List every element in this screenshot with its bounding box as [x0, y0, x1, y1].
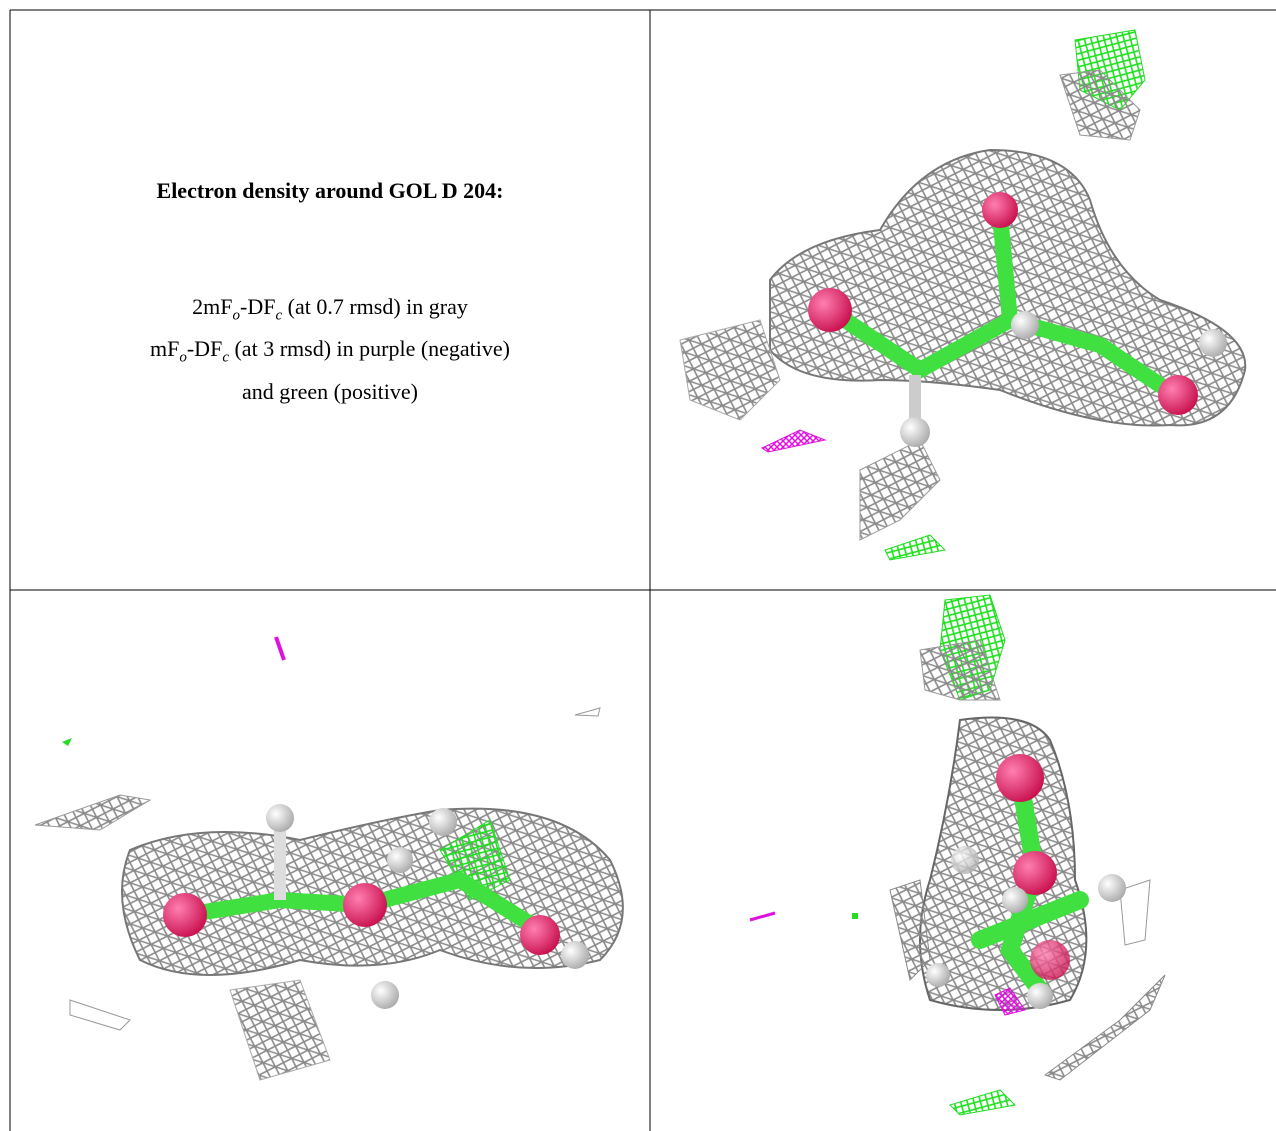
- caption-text: (at 0.7 rmsd) in gray: [282, 294, 468, 319]
- density-view-2: [35, 637, 623, 1080]
- caption-text: and green (positive): [242, 379, 418, 404]
- caption-line: 2mFo-DFc (at 0.7 rmsd) in gray: [10, 290, 650, 332]
- caption-line: mFo-DFc (at 3 rmsd) in purple (negative): [10, 332, 650, 374]
- density-view-3: [750, 595, 1165, 1115]
- subscript: o: [233, 307, 241, 323]
- caption-text: -DF: [187, 336, 222, 361]
- caption: Electron density around GOL D 204: 2mFo-…: [10, 10, 650, 590]
- caption-line: and green (positive): [10, 375, 650, 408]
- subscript: c: [222, 350, 229, 366]
- caption-text: (at 3 rmsd) in purple (negative): [229, 336, 510, 361]
- page: Electron density around GOL D 204: 2mFo-…: [0, 0, 1276, 1131]
- caption-title: Electron density around GOL D 204:: [10, 178, 650, 204]
- caption-text: mF: [150, 336, 179, 361]
- caption-text: 2mF: [192, 294, 232, 319]
- caption-text: -DF: [240, 294, 275, 319]
- density-view-1: [680, 30, 1245, 560]
- subscript: o: [179, 350, 187, 366]
